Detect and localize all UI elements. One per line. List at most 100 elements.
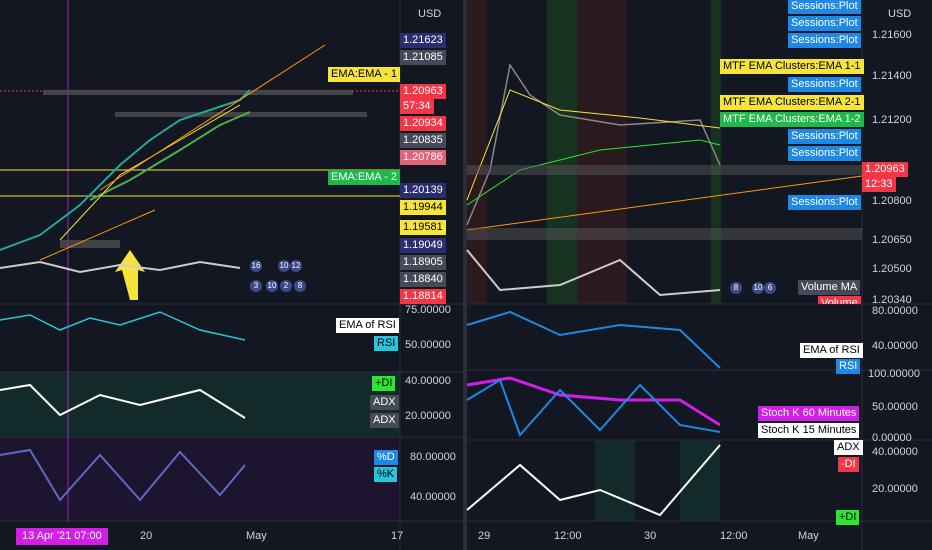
legend: Sessions:Plot: [788, 129, 861, 144]
zone: [467, 228, 862, 240]
volume-ma: [466, 249, 721, 297]
legend: ADX: [834, 440, 863, 455]
ema: [466, 89, 721, 201]
time-label: 20: [140, 530, 153, 542]
adx: [466, 444, 721, 517]
axis-label: 20.00000: [405, 410, 451, 422]
countdown: 12:33: [862, 177, 896, 192]
legend: Sessions:Plot: [788, 77, 861, 92]
axis-label: 40.00000: [872, 340, 918, 352]
currency[interactable]: USD: [418, 8, 442, 20]
legend: ADX: [370, 413, 399, 428]
divider: [463, 0, 467, 550]
price-label: 1.18814: [400, 289, 446, 304]
axis-label: 1.21600: [872, 29, 912, 41]
legend: ADX: [370, 395, 399, 410]
axis-label: 50.00000: [872, 401, 918, 413]
price-label: 1.21623: [400, 33, 446, 48]
badge: 6: [764, 282, 776, 294]
axis-label: 1.20800: [872, 195, 912, 207]
price-label: 1.21085: [400, 50, 446, 65]
legend: %D: [374, 450, 398, 465]
price-label: 1.18840: [400, 272, 446, 287]
trendline: [466, 175, 863, 231]
rsi: [466, 310, 721, 369]
badge: 10: [278, 260, 290, 272]
price: [0, 89, 251, 251]
adx: [0, 383, 246, 419]
price-label: 1.18905: [400, 255, 446, 270]
price-label: 1.20139: [400, 183, 446, 198]
price-label: 1.19581: [400, 220, 446, 235]
trendline: [99, 44, 326, 191]
zone: [43, 90, 353, 95]
time-label: 12:00: [720, 530, 748, 542]
ema: [59, 104, 241, 241]
time-label: 29: [478, 530, 491, 542]
price-label: 1.20963: [400, 84, 446, 99]
axis-label: 40.00000: [405, 375, 451, 387]
legend: Volume: [818, 296, 861, 304]
trendline: [39, 209, 156, 261]
overlay-label: EMA:EMA - 2: [328, 170, 401, 185]
legend: Volume MA: [798, 280, 861, 295]
time-label: May: [798, 530, 819, 542]
badge: 8: [730, 282, 742, 294]
axis-label: 1.20650: [872, 234, 912, 246]
legend: MTF EMA Clusters:EMA 1-1: [720, 59, 864, 74]
axis-label: 1.21200: [872, 114, 912, 126]
badge: 12: [290, 260, 302, 272]
price: [466, 63, 721, 226]
session: [577, 0, 627, 304]
time-label: 12:00: [554, 530, 582, 542]
legend: RSI: [836, 359, 861, 374]
time-label: May: [246, 530, 267, 542]
axis-label: 0.00000: [872, 432, 912, 444]
legend: Sessions:Plot: [788, 33, 861, 48]
price-label: 1.19049: [400, 238, 446, 253]
currency[interactable]: USD: [888, 8, 912, 20]
price-label: 1.20963: [862, 162, 908, 177]
zone: [467, 165, 862, 175]
time-label: 30: [644, 530, 657, 542]
session: [467, 0, 487, 304]
axis-label: 1.20500: [872, 263, 912, 275]
axis-label: 80.00000: [872, 305, 918, 317]
rsi: [0, 311, 246, 341]
legend: Sessions:Plot: [788, 0, 861, 14]
legend: MTF EMA Clusters:EMA 2-1: [720, 95, 864, 110]
zone: [60, 240, 120, 248]
axis-label: 40.00000: [410, 491, 456, 503]
stoch: [0, 448, 246, 502]
volume-ma: [0, 260, 241, 274]
axis-label: 1.20340: [872, 294, 912, 306]
zone: [115, 112, 367, 117]
badge: 16: [250, 260, 262, 272]
session: [595, 440, 635, 521]
price-label: 1.20786: [400, 150, 446, 165]
axis-label: 75.00000: [405, 304, 451, 316]
badge: 3: [250, 280, 262, 292]
axis-label: 80.00000: [410, 451, 456, 463]
crosshair-time: 13 Apr '21 07:00: [16, 528, 108, 545]
legend: Sessions:Plot: [788, 195, 861, 210]
legend: +DI: [372, 376, 396, 391]
badge: 10: [752, 282, 764, 294]
legend: +DI: [836, 510, 860, 525]
legend: RSI: [374, 336, 399, 351]
session: [547, 0, 577, 304]
legend: Sessions:Plot: [788, 16, 861, 31]
countdown: 57:34: [400, 99, 434, 114]
legend: Stoch K 60 Minutes: [758, 406, 860, 421]
arrow: [115, 250, 145, 300]
legend: -DI: [838, 457, 859, 472]
axis-label: 1.21400: [872, 70, 912, 82]
axis-label: 40.00000: [872, 446, 918, 458]
legend: EMA of RSI: [336, 318, 399, 333]
time-label: 17: [391, 530, 404, 542]
legend: Stoch K 15 Minutes: [758, 423, 860, 438]
legend: %K: [374, 467, 398, 482]
axis-label: 50.00000: [405, 339, 451, 351]
